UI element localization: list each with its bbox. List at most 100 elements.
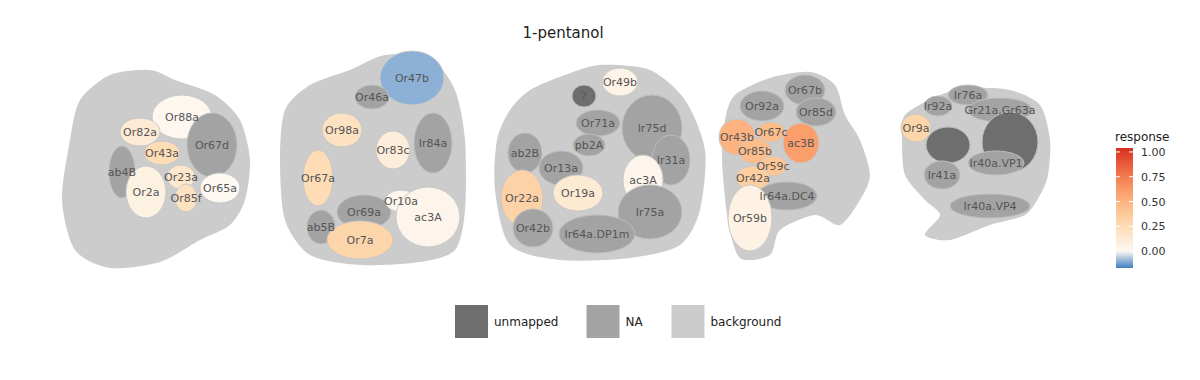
glomerulus-label: Or9a xyxy=(903,122,930,135)
glomerulus-na xyxy=(950,194,1030,218)
colorbar-tick-label: 0.75 xyxy=(1141,171,1166,184)
glomerulus xyxy=(602,68,638,96)
glomerulus-label: Or43b xyxy=(720,131,754,144)
colorbar-tick: 1.00 xyxy=(1141,146,1166,159)
colorbar-tick-label: 0.50 xyxy=(1141,196,1166,209)
legend-item: NA xyxy=(587,305,644,338)
glomerulus-label: Ir92a xyxy=(924,100,953,113)
glomerulus-label: Or42b xyxy=(516,222,550,235)
glomerulus-label: Or85d xyxy=(799,106,833,119)
legend-label: background xyxy=(710,315,781,329)
colorbar-tick-mark xyxy=(1116,201,1120,202)
glomerulus-label: ac3A xyxy=(629,174,657,187)
glomerulus-unmapped xyxy=(572,85,596,107)
glomerulus-label: ab4B xyxy=(108,166,136,179)
glomerulus-label: Or69a xyxy=(347,206,381,219)
title: 1-pentanol xyxy=(522,24,603,42)
glomerulus-label: Or47b xyxy=(395,72,429,85)
glomerulus-label: Or10a xyxy=(384,195,418,208)
glomerulus-na xyxy=(559,215,635,253)
glomerulus-label: Or98a xyxy=(325,124,359,137)
glomerulus-label: Or7a xyxy=(347,234,374,247)
colorbar-tick-mark xyxy=(1129,201,1133,202)
glomerulus-label: Or67b xyxy=(788,84,822,97)
glomerulus-label: ab5B xyxy=(307,221,335,234)
glomerulus-label: Ir64a.DP1m xyxy=(565,228,630,241)
colorbar-tick-mark xyxy=(1129,151,1133,152)
colorbar-tick-label: 1.00 xyxy=(1141,146,1166,159)
glomerulus-label: Ir75a xyxy=(636,206,665,219)
glomerulus-label: ac3A xyxy=(414,211,442,224)
glomerulus-na xyxy=(968,151,1024,175)
glomerulus-label: Or67a xyxy=(301,172,335,185)
colorbar-tick-mark xyxy=(1116,226,1120,227)
background-region xyxy=(902,88,1051,241)
glomerulus-label: Or85f xyxy=(170,192,202,205)
legend-item: unmapped xyxy=(455,305,559,338)
glomerulus-label: Or2a xyxy=(133,186,160,199)
glomerulus-label: pb2A xyxy=(575,139,604,152)
glomerulus-label: Ir31a xyxy=(657,154,686,167)
panel xyxy=(901,85,1050,240)
glomerulus xyxy=(380,51,444,105)
glomerulus-label: Or59b xyxy=(733,212,767,225)
glomerulus xyxy=(553,175,603,211)
glomerulus-label: Ir84a xyxy=(419,137,448,150)
glomerulus-label: Or46a xyxy=(355,91,389,104)
glomerulus-label: Or22a xyxy=(505,192,539,205)
colorbar-tick: 0.75 xyxy=(1141,171,1166,184)
glomerulus-na xyxy=(513,209,553,247)
glomerulus-label: Or71a xyxy=(581,117,615,130)
glomerulus-label: ? xyxy=(581,90,587,103)
background-region xyxy=(494,65,705,261)
glomerulus-label: Or92a xyxy=(745,100,779,113)
glomerulus-label: Gr21a.Gr63a xyxy=(964,104,1035,117)
glomerulus xyxy=(200,173,240,203)
glomerulus-label: Or19a xyxy=(561,187,595,200)
colorbar-tick-label: 0.00 xyxy=(1141,245,1166,258)
colorbar-tick-mark xyxy=(1129,251,1133,252)
chart: 1-pentanolOr88aOr82aOr67dab4BOr43aOr23aO… xyxy=(0,0,1200,380)
glomerulus-label: Ir76a xyxy=(954,89,983,102)
glomerulus-label: ac3B xyxy=(787,137,814,150)
glomerulus-na xyxy=(740,91,784,121)
colorbar-tick-mark xyxy=(1116,176,1120,177)
glomerulus-label: Ir41a xyxy=(928,169,957,182)
background-region xyxy=(62,70,250,269)
glomerulus-label: ab2B xyxy=(511,147,539,160)
glomerulus-label: Or85b xyxy=(738,145,772,158)
glomerulus-label: Or67c xyxy=(754,126,787,139)
glomerulus-labels: Or88aOr82aOr67dab4BOr43aOr23aOr2aOr85fOr… xyxy=(108,72,1036,247)
panel xyxy=(719,72,870,260)
legend-swatch xyxy=(587,305,620,338)
glomerulus-na xyxy=(573,134,605,156)
glomerulus-label: Ir64a.DC4 xyxy=(759,190,814,203)
glomerulus xyxy=(327,221,393,259)
colorbar-tick-mark xyxy=(1129,176,1133,177)
colorbar-tick: 0.50 xyxy=(1141,196,1166,209)
colorbar-tick-mark xyxy=(1129,226,1133,227)
glomerulus-label: Or65a xyxy=(203,182,237,195)
colorbar xyxy=(1116,148,1133,268)
glomerulus xyxy=(376,131,410,169)
glomerulus xyxy=(144,141,180,165)
glomerulus-na xyxy=(796,98,836,126)
glomerulus-label: Or82a xyxy=(123,126,157,139)
glomerulus-na xyxy=(414,113,452,173)
legend: unmapped NA background xyxy=(455,305,781,338)
glomerulus-na xyxy=(576,110,620,136)
colorbar-tick-label: 0.25 xyxy=(1141,220,1166,233)
colorbar-tick: 0.25 xyxy=(1141,220,1166,233)
colorbar-tick-mark xyxy=(1116,151,1120,152)
glomerulus-label: Or43a xyxy=(145,147,179,160)
colorbar-tick-mark xyxy=(1116,251,1120,252)
legend-label: unmapped xyxy=(494,315,559,329)
glomerulus-na xyxy=(924,96,952,116)
glomerulus xyxy=(322,113,362,147)
glomerulus-label: Or83c xyxy=(376,144,409,157)
glomerulus-na xyxy=(355,85,389,109)
glomerulus-na xyxy=(924,161,960,189)
glomerulus-label: Ir40a.VP4 xyxy=(963,200,1016,213)
legend-swatch xyxy=(455,305,488,338)
glomerulus-na xyxy=(508,133,542,173)
